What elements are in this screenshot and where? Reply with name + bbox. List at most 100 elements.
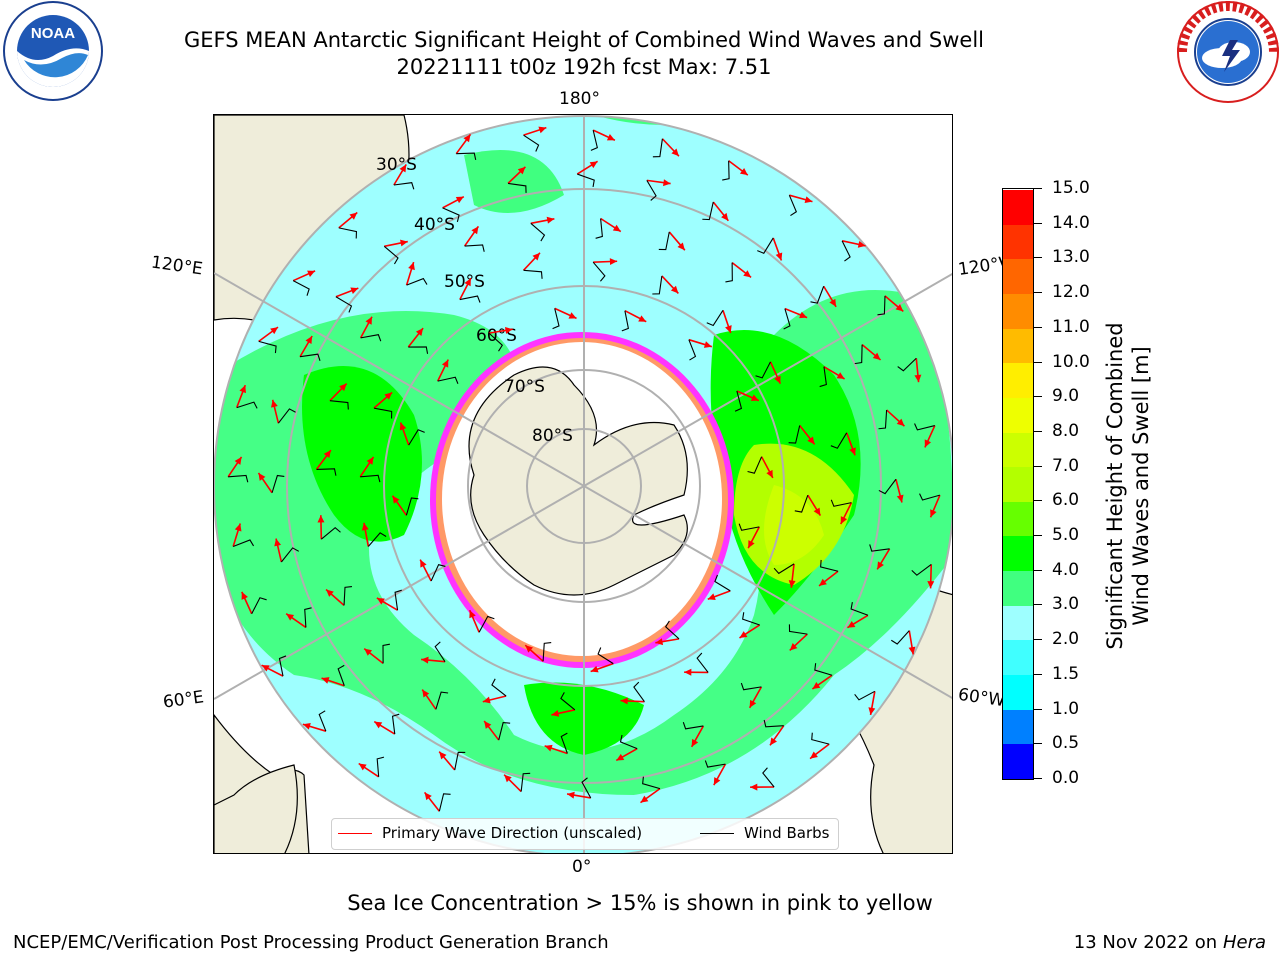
legend-primary-wave: Primary Wave Direction (unscaled) xyxy=(338,824,642,842)
wave-arrow-head xyxy=(877,561,884,570)
wave-arrow-head xyxy=(927,581,935,589)
wave-arrow-head xyxy=(258,472,266,481)
wave-arrow-head xyxy=(616,753,625,761)
wave-arrow-head xyxy=(589,161,598,169)
wind-barb xyxy=(318,710,327,732)
wave-arrow-head xyxy=(422,689,430,698)
wind-barb xyxy=(688,339,697,361)
wave-arrow-head xyxy=(671,148,679,157)
wave-arrow-head xyxy=(286,613,295,621)
wind-barb xyxy=(890,630,910,645)
colorbar-segment xyxy=(1003,570,1033,606)
wave-arrow-head xyxy=(471,226,479,235)
wave-arrow-head xyxy=(799,311,808,319)
wind-barb xyxy=(391,713,400,735)
wave-arrow-head xyxy=(857,240,866,248)
wind-barb xyxy=(299,353,321,361)
wave-arrow-head xyxy=(872,352,881,360)
wave-arrow-head xyxy=(707,593,716,600)
wind-barb xyxy=(619,734,638,750)
wind-barb xyxy=(464,244,485,252)
wind-barb xyxy=(869,544,890,552)
lat-label-30: 30°S xyxy=(376,155,417,175)
wind-barb xyxy=(911,563,932,576)
colorbar-segment xyxy=(1003,743,1033,779)
wind-barb xyxy=(251,597,267,614)
wave-arrow-head xyxy=(482,696,491,704)
colorbar-tick xyxy=(1034,500,1042,502)
footer-date: 13 Nov 2022 on Hera xyxy=(1074,932,1266,953)
colorbar-tick-label: 8.0 xyxy=(1052,420,1080,441)
colorbar-tick-label: 0.5 xyxy=(1052,733,1080,754)
wind-barb xyxy=(704,760,726,768)
colorbar-segment xyxy=(1003,189,1033,225)
lon-label-60w: 60°W xyxy=(956,684,1007,712)
wind-barb xyxy=(277,408,296,424)
wind-barb xyxy=(830,499,852,507)
wind-barb xyxy=(830,432,848,449)
wind-barb xyxy=(742,612,760,626)
legend-wind-label: Wind Barbs xyxy=(744,824,830,842)
wave-arrow-head xyxy=(400,239,408,247)
colorbar-tick xyxy=(1034,743,1042,745)
colorbar-segment xyxy=(1003,293,1033,329)
wave-arrow-head xyxy=(568,312,577,319)
wave-arrow-head xyxy=(441,359,449,368)
wind-barb xyxy=(258,340,277,354)
wind-barb xyxy=(788,425,801,444)
wave-arrow-head xyxy=(612,224,621,232)
wind-barb xyxy=(329,400,349,410)
sea-ice-note: Sea Ice Concentration > 15% is shown in … xyxy=(347,891,933,915)
wind-barb xyxy=(498,722,511,741)
map-legend: Primary Wave Direction (unscaled) Wind B… xyxy=(331,818,839,850)
lon-label-180: 180° xyxy=(559,89,600,109)
wave-arrow-head xyxy=(743,270,752,278)
wave-arrow-head xyxy=(804,196,813,204)
wave-arrow-head xyxy=(464,278,471,287)
wave-arrow-head xyxy=(819,578,827,586)
colorbar-tick-label: 12.0 xyxy=(1052,282,1090,303)
wind-barb xyxy=(278,655,287,677)
wave-arrow-head xyxy=(323,450,331,459)
wind-barb xyxy=(552,308,560,330)
colorbar-segment xyxy=(1003,328,1033,364)
wave-arrow-head xyxy=(849,447,856,456)
wind-barb xyxy=(914,423,935,431)
wind-barb xyxy=(373,407,393,419)
wave-arrow-head xyxy=(274,538,282,547)
lon-label-60e: 60°E xyxy=(161,687,206,713)
wind-barb xyxy=(734,390,743,412)
wind-barb xyxy=(520,772,531,792)
wind-barb xyxy=(383,245,399,265)
wind-barb xyxy=(877,295,886,316)
wave-arrow-head xyxy=(439,751,447,760)
wave-arrow-head xyxy=(620,697,628,705)
wind-barb xyxy=(722,160,730,181)
wind-barb xyxy=(343,586,353,606)
lat-label-50: 50°S xyxy=(444,272,485,292)
wind-barb xyxy=(696,652,709,673)
wave-arrow-head xyxy=(271,399,278,408)
wind-barb xyxy=(706,310,724,327)
map-frame: 30°S 40°S 50°S 60°S 70°S 80°S xyxy=(213,114,953,854)
colorbar-tick xyxy=(1034,257,1042,259)
wind-barb xyxy=(438,793,451,812)
colorbar-title-line2: Wind Waves and Swell [m] xyxy=(1129,346,1153,626)
wind-barb xyxy=(271,474,285,493)
wind-barb xyxy=(542,642,552,662)
wind-barb xyxy=(459,295,481,303)
wind-barb xyxy=(577,173,595,188)
wave-arrow-head xyxy=(655,638,664,646)
wave-arrow-head xyxy=(361,522,369,531)
wave-arrow-head xyxy=(305,335,313,344)
wave-arrow-head xyxy=(302,723,311,730)
wave-arrow-head xyxy=(896,494,904,503)
wave-arrow-head xyxy=(638,315,647,322)
wave-arrow-head xyxy=(847,620,856,628)
wave-arrow-head xyxy=(807,436,815,445)
wind-barb xyxy=(664,620,680,640)
wave-arrow-head xyxy=(691,738,699,747)
wind-barb xyxy=(304,607,312,628)
wind-barb xyxy=(406,277,428,286)
wind-barb xyxy=(232,539,255,547)
